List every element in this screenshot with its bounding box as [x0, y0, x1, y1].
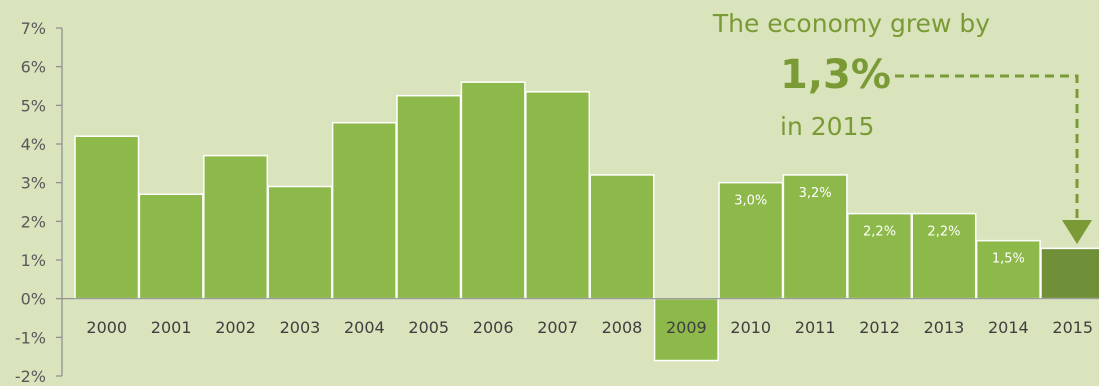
- bar-2007: [525, 91, 591, 300]
- bar-2003: [267, 185, 333, 300]
- data-label: 3,2%: [799, 186, 832, 201]
- y-tick-label: 5%: [21, 96, 46, 115]
- y-tick-label: 7%: [21, 19, 46, 38]
- bar-2004: [331, 121, 397, 300]
- bar-2014: [975, 239, 1041, 300]
- y-tick-label: 6%: [21, 58, 46, 77]
- bar-2008: [589, 174, 655, 300]
- y-tick-label: 4%: [21, 135, 46, 154]
- x-tick-label: 2001: [151, 318, 192, 337]
- y-tick-label: -1%: [15, 328, 46, 347]
- x-tick-label: 2005: [408, 318, 449, 337]
- data-label: 2,2%: [927, 225, 960, 240]
- y-tick-label: 1%: [21, 251, 46, 270]
- y-tick-label: -2%: [15, 367, 46, 386]
- x-tick-label: 2008: [602, 318, 643, 337]
- x-tick-label: 2015: [1052, 318, 1093, 337]
- data-label: 3,0%: [734, 194, 767, 209]
- bar-2000: [74, 135, 140, 300]
- category-labels: 2000 2001 2002 2003 2004 2005 2006 2007 2008 2009…: [86, 318, 1093, 337]
- bar-2015: [1040, 247, 1099, 300]
- x-tick-label: 2000: [86, 318, 127, 337]
- x-tick-label: 2007: [537, 318, 578, 337]
- annotation: The economy grew by 1,3% in 2015: [712, 9, 1092, 244]
- bars: [74, 81, 1099, 362]
- x-tick-label: 2011: [795, 318, 836, 337]
- data-label: 1,5%: [992, 252, 1025, 267]
- x-tick-label: 2012: [859, 318, 900, 337]
- annotation-arrow-line: [895, 74, 1079, 225]
- bar-2012: [847, 212, 913, 300]
- x-tick-label: 2006: [473, 318, 514, 337]
- y-tick-label: 3%: [21, 174, 46, 193]
- annotation-arrow-head: [1062, 220, 1092, 244]
- bar-2013: [911, 212, 977, 300]
- bar-2010: [718, 181, 784, 300]
- annotation-line1: The economy grew by: [712, 9, 990, 38]
- bar-2001: [138, 193, 204, 300]
- x-tick-label: 2009: [666, 318, 707, 337]
- y-tick-label: 0%: [21, 290, 46, 309]
- x-tick-label: 2002: [215, 318, 256, 337]
- x-tick-label: 2010: [730, 318, 771, 337]
- bar-2006: [460, 81, 526, 300]
- bar-2011: [782, 174, 848, 300]
- annotation-line3: in 2015: [780, 112, 874, 141]
- annotation-value: 1,3%: [780, 52, 891, 98]
- x-tick-label: 2014: [988, 318, 1029, 337]
- y-tick-label: 2%: [21, 212, 46, 231]
- data-label: 2,2%: [863, 225, 896, 240]
- x-tick-label: 2004: [344, 318, 385, 337]
- x-tick-label: 2013: [924, 318, 965, 337]
- bar-2009: [653, 297, 719, 362]
- data-labels: 3,0% 3,2% 2,2% 2,2% 1,5%: [734, 186, 1025, 267]
- y-axis: 7% 6% 5% 4% 3% 2% 1% 0% -1% -2%: [15, 19, 63, 386]
- bar-2005: [396, 94, 462, 300]
- bar-2002: [203, 154, 269, 300]
- x-tick-label: 2003: [280, 318, 321, 337]
